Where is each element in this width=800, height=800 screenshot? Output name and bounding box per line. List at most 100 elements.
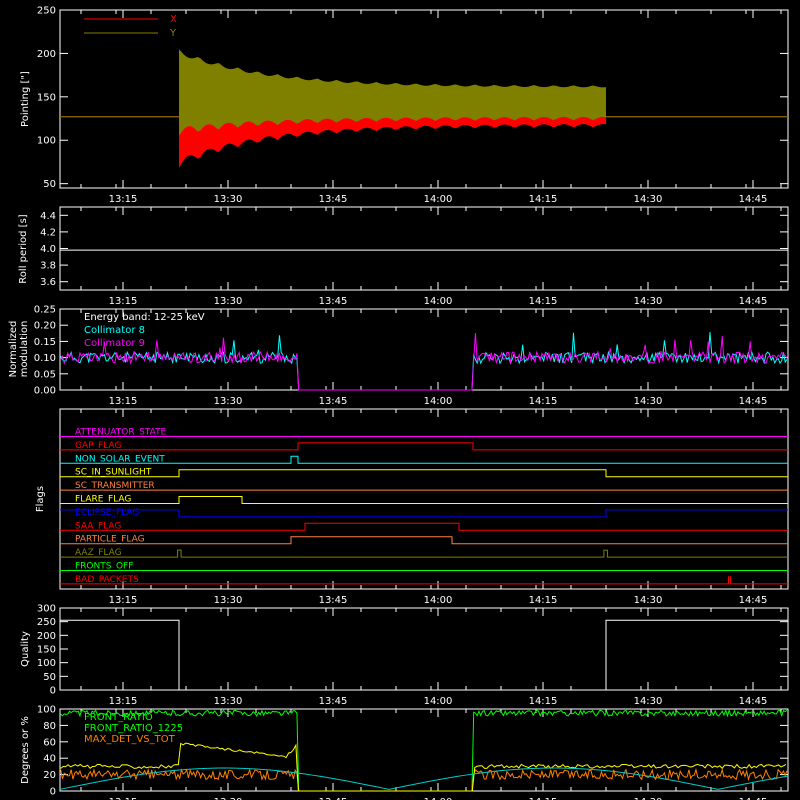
flag-label-fronts-off: FRONTS_OFF [75,562,133,572]
legend-label-x: X [170,14,177,25]
x-tick-label: 14:00 [424,595,453,606]
y-tick-label: 0.05 [34,369,56,380]
angle-series [59,767,789,790]
x-tick-label: 14:45 [739,396,768,407]
y-tick-label: 4.0 [40,244,56,255]
flag-label-particle-flag: PARTICLE_FLAG [75,535,145,545]
x-tick-label: 14:15 [529,797,558,800]
flag-label-sc-in-sunlight: SC_IN_SUNLIGHT [75,468,152,478]
y-tick-label: 200 [37,631,56,642]
y-tick-label: 300 [37,604,56,615]
pointing-envelope-y [179,49,606,136]
x-tick-label: 14:15 [529,396,558,407]
x-tick-label: 14:15 [529,296,558,307]
x-tick-label: 14:30 [634,396,663,407]
y-tick-label: 3.8 [40,261,56,272]
y-tick-label: 20 [43,770,56,781]
x-tick-label: 13:30 [214,396,243,407]
flag-trace-bad-packets [60,576,788,585]
flag-label-gap-flag: GAP_FLAG [75,441,121,451]
y-tick-label: 100 [37,705,56,716]
x-tick-label: 13:15 [109,797,138,800]
pointing-panel: 13:15 13:30 13:45 14:00 14:15 14:30 14:45 50 100… [20,6,789,205]
y-tick-label: 4.4 [40,211,56,222]
y-tick-label: 150 [37,645,56,656]
flag-label-attenuator-state: ATTENUATOR_STATE [75,428,167,438]
pointing-axes [59,9,789,189]
y-tick-label: 50 [43,672,56,683]
x-tick-label: 14:30 [634,595,663,606]
flags-panel: 13:15 13:30 13:45 14:00 14:15 14:30 14:45 ATTEN… [35,408,789,606]
flag-label-bad-packets: BAD_PACKETS [75,575,139,585]
flag-label-sc-transmitter: SC_TRANSMITTER [75,481,155,491]
x-tick-label: 14:15 [529,696,558,707]
collimator-8-label: Collimator 8 [84,325,145,336]
y-tick-label: 80 [43,721,56,732]
flag-trace-sc-in-sunlight [60,469,788,478]
x-tick-label: 14:00 [424,194,453,205]
x-tick-label: 14:45 [739,595,768,606]
y-tick-label: 0.00 [34,386,56,397]
collimator-9-label: Collimator 9 [84,338,145,349]
y-tick-label: 100 [37,658,56,669]
front-ratio-label: FRONT_RATIO [84,712,153,723]
x-tick-label: 14:15 [529,595,558,606]
x-tick-label: 14:00 [424,396,453,407]
y-tick-label: 250 [37,6,56,17]
x-tick-label: 13:15 [109,194,138,205]
ratio-panel: 13:15 13:30 13:45 14:00 14:15 14:30 14:45 0 20 40… [20,705,789,800]
yellow-series [60,742,787,792]
flag-trace-flare-flag [60,496,788,504]
x-tick-label: 14:30 [634,797,663,800]
x-tick-label: 13:45 [319,296,348,307]
quality-line [60,619,788,691]
quality-panel: 13:15 13:30 13:45 14:00 14:15 14:30 14:45 0 50 10… [20,604,789,707]
y-tick-label: 0.10 [34,353,56,364]
pointing-ylabel: Pointing ["] [20,71,31,127]
flag-trace-non-solar-event [60,455,788,464]
x-tick-label: 14:30 [634,296,663,307]
y-tick-label: 0.20 [34,321,56,332]
y-tick-label: 0.15 [34,337,56,348]
flag-label-non-solar-event: NON_SOLAR_EVENT [75,454,165,464]
x-tick-label: 14:45 [739,296,768,307]
energy-band-label: Energy band: 12-25 keV [84,312,205,323]
x-tick-label: 13:30 [214,696,243,707]
x-tick-label: 13:45 [319,595,348,606]
y-tick-label: 100 [37,136,56,147]
x-tick-label: 13:30 [214,595,243,606]
y-tick-label: 200 [37,49,56,60]
flags-axes [59,408,789,590]
x-tick-label: 14:15 [529,194,558,205]
roll-period-panel: 13:15 13:30 13:45 14:00 14:15 14:30 14:45 3.6 3.… [18,206,789,307]
quality-ylabel: Quality [20,631,31,667]
x-tick-label: 13:15 [109,396,138,407]
y-tick-label: 0 [50,787,56,798]
x-tick-label: 13:45 [319,396,348,407]
flag-label-aaz-flag: AAZ_FLAG [75,548,122,558]
modulation-ylabel-2: modulation [19,321,30,378]
x-tick-label: 14:45 [739,194,768,205]
x-tick-label: 13:45 [319,797,348,800]
x-tick-label: 14:00 [424,296,453,307]
max-det-label: MAX_DET_VS_TOT [84,734,176,745]
x-tick-label: 13:30 [214,296,243,307]
ratio-ylabel: Degrees or % [20,716,31,784]
flag-label-eclipse-flag: ECLIPSE_FLAG [75,508,139,518]
x-tick-label: 13:45 [319,696,348,707]
flag-trace-saa-flag [60,522,788,531]
x-tick-label: 13:15 [109,595,138,606]
x-tick-label: 14:30 [634,696,663,707]
front-ratio-1225-label: FRONT_RATIO_1225 [84,723,183,734]
flag-trace-eclipse-flag [60,509,788,518]
x-tick-label: 14:30 [634,194,663,205]
legend-label-y: Y [169,28,177,39]
y-tick-label: 4.2 [40,227,56,238]
y-tick-label: 0 [50,686,56,697]
flag-label-saa-flag: SAA_FLAG [75,521,121,531]
y-tick-label: 150 [37,92,56,103]
x-tick-label: 14:45 [739,797,768,800]
flag-label-flare-flag: FLARE_FLAG [75,495,131,505]
